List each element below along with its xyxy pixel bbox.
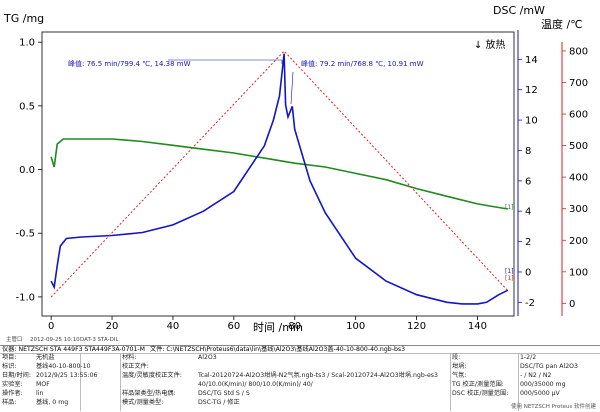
meta-value: 无机盐 xyxy=(36,354,55,361)
watermark: 使用 NETZSCH Proteus 软件创建 xyxy=(510,404,596,410)
meta-key: 模式/测量类型: xyxy=(122,399,164,406)
tg-axis-title: TG /mg xyxy=(3,12,44,25)
temp-tick-label: 100 xyxy=(569,267,588,278)
tg-tick-label: -0.5 xyxy=(15,229,35,240)
x-tick-label: 140 xyxy=(468,321,487,332)
dsc-tick-label: 4 xyxy=(525,207,531,218)
temp-end-marker: [1] xyxy=(505,275,514,282)
meta-value: 000/35000 mg xyxy=(520,381,566,388)
temp-axis-title: 温度 /℃ xyxy=(541,17,583,31)
experiment-info-panel: 仪器: NETZSCH STA 449F3 STA449F3A-0701-M 文… xyxy=(0,345,600,412)
tg-tick-label: -1.0 xyxy=(15,292,35,303)
footer-software: DAT-3 STA-DIL xyxy=(80,337,119,343)
meta-value: DSC/TG Std S / S xyxy=(198,390,250,397)
footer-timestamp: 2012-09-25 10:10 xyxy=(30,337,80,343)
meta-key: 项目: xyxy=(2,354,17,361)
curves xyxy=(50,50,509,305)
divider xyxy=(80,353,81,411)
instrument-key: 仪器: xyxy=(2,346,17,353)
x-tick-label: 80 xyxy=(288,321,301,332)
instrument-value: NETZSCH STA 449F3 STA449F3A-0701-M xyxy=(18,346,145,353)
meta-value: 40/10.0(K/min)/ 800/10.0(K/min)/ 40/ xyxy=(198,381,313,388)
temp-tick-label: 400 xyxy=(569,173,588,184)
meta-key: DSC 校正/测量范围: xyxy=(452,390,509,397)
meta-value: lin xyxy=(36,390,44,397)
meta-key: 坩埚: xyxy=(452,363,467,370)
tg-tick-label: 1.0 xyxy=(19,38,35,49)
meta-value: Tcal-20120724-Al2O3坩埚-N2气氛.ngb-ts3 / Sca… xyxy=(198,372,438,379)
end-markers: [1] [1] [1] xyxy=(505,204,514,282)
footer-operator: 主管口 xyxy=(6,335,23,343)
x-tick-label: 20 xyxy=(106,321,119,332)
meta-key: 实验室: xyxy=(2,381,23,388)
divider xyxy=(450,353,451,411)
dsc-axis-title: DSC /mW xyxy=(493,4,545,17)
divider xyxy=(120,353,121,411)
meta-value: 基线40-10-800-10 xyxy=(36,363,91,370)
tg-tick-label: 0.0 xyxy=(19,165,35,176)
tg-dsc-chart: 0 20 40 60 80 100 120 1401.00.50.0-0.5-1.014121… xyxy=(3,4,588,343)
file-value: C:\NETZSCH\Proteus6\data\lin\基线\Al2O3\基线… xyxy=(166,346,406,353)
peak2-annotation: 峰值: 79.2 min/768.8 ℃, 10.91 mW xyxy=(301,59,424,68)
x-tick-label: 100 xyxy=(346,321,365,332)
x-tick-label: 40 xyxy=(167,321,180,332)
temp-tick-label: 800 xyxy=(569,46,588,57)
peak2-leader xyxy=(290,71,294,105)
file-key: 文件: xyxy=(149,346,165,353)
meta-value: 基线, 0 mg xyxy=(36,399,69,406)
meta-value: 000/5000 μV xyxy=(520,390,560,397)
meta-key: 气氛: xyxy=(452,372,467,379)
meta-key: 校正文件: xyxy=(122,363,149,370)
temp-tick-label: 200 xyxy=(569,236,588,247)
meta-value: DSC-TG / 修正 xyxy=(198,399,240,406)
plot-frame xyxy=(41,31,515,317)
meta-key: 材料: xyxy=(122,354,137,361)
temp-tick-label: 300 xyxy=(569,204,588,215)
peak1-annotation: 峰值: 76.5 min/799.4 ℃, 14.38 mW xyxy=(68,59,191,68)
x-tick-label: 0 xyxy=(48,321,54,332)
dsc-end-marker: [1] xyxy=(505,268,514,275)
dsc-tick-label: 10 xyxy=(525,116,538,127)
dsc-curve xyxy=(50,53,509,305)
meta-value: 1-2/2 xyxy=(520,354,537,361)
tg-curve xyxy=(50,138,509,210)
meta-key: 样品: xyxy=(2,399,17,406)
peak-annotations: 峰值: 76.5 min/799.4 ℃, 14.38 mW 峰值: 79.2 … xyxy=(68,59,424,105)
tg-tick-label: 0.5 xyxy=(19,101,35,112)
dsc-tick-label: 6 xyxy=(525,176,531,187)
axis-labels: TG /mg DSC /mW 温度 /℃ ↓ 放热 时间 /min 主管口 20… xyxy=(3,4,583,343)
dsc-tick-label: 8 xyxy=(525,146,531,157)
meta-value: DSC/TG pan Al2O3 xyxy=(520,363,578,370)
dsc-tick-label: -2 xyxy=(525,298,535,309)
meta-key: 样品架类型/热电偶: xyxy=(122,390,176,397)
x-tick-label: 120 xyxy=(407,321,426,332)
temp-tick-label: 700 xyxy=(569,78,588,89)
temp-tick-label: 500 xyxy=(569,141,588,152)
meta-key: 段: xyxy=(452,354,461,361)
meta-key: 日期/时间: xyxy=(2,372,31,379)
meta-value: Al2O3 xyxy=(198,354,217,361)
divider xyxy=(0,353,600,354)
tg-end-marker: [1] xyxy=(505,204,514,211)
dsc-tick-label: 14 xyxy=(525,55,538,66)
meta-key: 操作者: xyxy=(2,390,23,397)
dsc-tick-label: 2 xyxy=(525,237,531,248)
meta-value: - / N2 / N2 xyxy=(520,372,552,379)
instrument-row: 仪器: NETZSCH STA 449F3 STA449F3A-0701-M 文… xyxy=(2,346,405,354)
x-axis-title: 时间 /min xyxy=(253,321,303,334)
temp-curve xyxy=(50,50,509,298)
meta-key: 标识: xyxy=(2,363,17,370)
meta-key: TG 校正/测量范围: xyxy=(452,381,504,388)
meta-value: 2012/9/25 13:55:06 xyxy=(36,372,98,379)
axes: 0 20 40 60 80 100 120 1401.00.50.0-0.5-1.014121… xyxy=(15,30,588,332)
exo-direction-label: ↓ 放热 xyxy=(474,38,506,51)
dsc-tick-label: 12 xyxy=(525,85,538,96)
temp-tick-label: 600 xyxy=(569,110,588,121)
dsc-tick-label: 0 xyxy=(525,267,531,278)
meta-value: MOF xyxy=(36,381,50,388)
meta-key: 温度/灵敏度校正文件: xyxy=(122,372,182,379)
x-tick-label: 60 xyxy=(227,321,240,332)
divider xyxy=(518,353,519,411)
temp-tick-label: 0 xyxy=(569,299,575,310)
